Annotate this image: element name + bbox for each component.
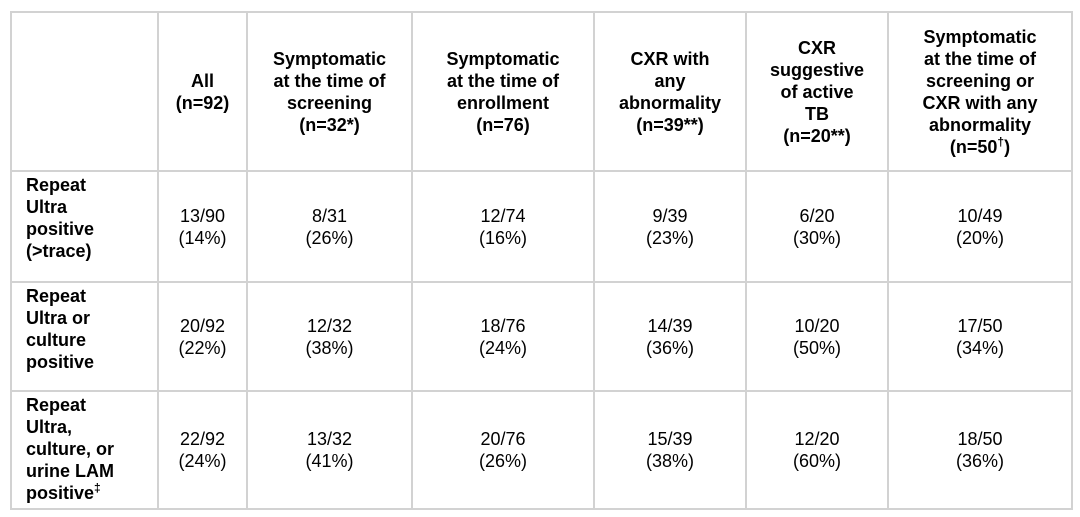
col-header-all: All (n=92) — [157, 11, 248, 172]
data-cell-value: 18/50 (36%) — [955, 429, 1004, 471]
data-cell-value: 12/32 (38%) — [305, 315, 354, 358]
col-header-symptomatic-enrollment: Symptomatic at the time of enrollment (n… — [411, 11, 595, 172]
col-header-symptomatic-enrollment-label: Symptomatic at the time of enrollment (n… — [446, 48, 560, 135]
data-cell: 12/74 (16%) — [411, 170, 595, 283]
data-cell: 17/50 (34%) — [887, 281, 1073, 392]
data-cell-value: 14/39 (36%) — [645, 315, 694, 358]
col-header-symptomatic-screening-label: Symptomatic at the time of screening (n=… — [272, 48, 387, 135]
data-cell-value: 22/92 (24%) — [178, 429, 227, 471]
data-cell-value: 8/31 (26%) — [305, 205, 354, 248]
data-cell: 8/31 (26%) — [246, 170, 413, 283]
row-label-repeat-ultra-or-culture: Repeat Ultra or culture positive — [10, 281, 159, 392]
data-cell-value: 10/49 (20%) — [955, 205, 1004, 248]
row-label-text: Repeat Ultra or culture positive — [26, 286, 95, 372]
data-cell: 10/49 (20%) — [887, 170, 1073, 283]
data-cell-value: 12/20 (60%) — [792, 429, 841, 471]
data-cell: 14/39 (36%) — [593, 281, 747, 392]
data-cell: 12/32 (38%) — [246, 281, 413, 392]
col-header-all-label: All (n=92) — [175, 70, 230, 113]
data-cell: 18/50 (36%) — [887, 390, 1073, 510]
col-header-symptomatic-or-cxr-label: Symptomatic at the time of screening or … — [922, 26, 1038, 157]
data-cell: 20/76 (26%) — [411, 390, 595, 510]
data-cell-value: 17/50 (34%) — [955, 315, 1004, 358]
data-cell: 10/20 (50%) — [745, 281, 889, 392]
row-label-text: Repeat Ultra positive (>trace) — [26, 175, 95, 261]
row-label-repeat-ultra-positive: Repeat Ultra positive (>trace) — [10, 170, 159, 283]
data-cell-value: 18/76 (24%) — [478, 315, 527, 358]
results-table: All (n=92) Symptomatic at the time of sc… — [10, 11, 1073, 510]
col-header-symptomatic-or-cxr: Symptomatic at the time of screening or … — [887, 11, 1073, 172]
data-cell-value: 12/74 (16%) — [478, 205, 527, 248]
header-row: All (n=92) Symptomatic at the time of sc… — [10, 11, 1073, 172]
corner-cell — [10, 11, 159, 172]
data-cell: 6/20 (30%) — [745, 170, 889, 283]
table-row-repeat-ultra-positive: Repeat Ultra positive (>trace) 13/90 (14… — [10, 170, 1073, 283]
table-row-repeat-ultra-culture-or-lam: Repeat Ultra, culture, or urine LAM posi… — [10, 390, 1073, 510]
data-cell-value: 13/90 (14%) — [178, 205, 227, 248]
data-cell: 22/92 (24%) — [157, 390, 248, 510]
col-header-symptomatic-or-cxr-label-close: ) — [1004, 136, 1011, 157]
table-row-repeat-ultra-or-culture: Repeat Ultra or culture positive 20/92 (… — [10, 281, 1073, 392]
data-cell: 12/20 (60%) — [745, 390, 889, 510]
data-cell: 15/39 (38%) — [593, 390, 747, 510]
col-header-symptomatic-screening: Symptomatic at the time of screening (n=… — [246, 11, 413, 172]
data-cell: 13/90 (14%) — [157, 170, 248, 283]
row-label-repeat-ultra-culture-or-lam: Repeat Ultra, culture, or urine LAM posi… — [10, 390, 159, 510]
data-cell-value: 13/32 (41%) — [305, 429, 354, 471]
data-cell-value: 10/20 (50%) — [792, 315, 841, 358]
dagger-superscript: † — [997, 134, 1005, 149]
data-cell: 13/32 (41%) — [246, 390, 413, 510]
data-cell-value: 20/92 (22%) — [178, 315, 227, 358]
col-header-cxr-any-abnormality-label: CXR with any abnormality (n=39**) — [618, 48, 722, 135]
data-cell-value: 6/20 (30%) — [792, 205, 841, 248]
row-label-text: Repeat Ultra, culture, or urine LAM posi… — [26, 395, 115, 503]
data-cell: 18/76 (24%) — [411, 281, 595, 392]
data-cell: 9/39 (23%) — [593, 170, 747, 283]
col-header-cxr-active-tb-label: CXR suggestive of active TB (n=20**) — [769, 37, 865, 146]
data-cell-value: 20/76 (26%) — [478, 429, 527, 471]
col-header-cxr-any-abnormality: CXR with any abnormality (n=39**) — [593, 11, 747, 172]
data-cell: 20/92 (22%) — [157, 281, 248, 392]
double-dagger-superscript: ‡ — [94, 481, 101, 495]
data-cell-value: 15/39 (38%) — [645, 429, 694, 471]
data-cell-value: 9/39 (23%) — [645, 205, 694, 248]
col-header-cxr-active-tb: CXR suggestive of active TB (n=20**) — [745, 11, 889, 172]
